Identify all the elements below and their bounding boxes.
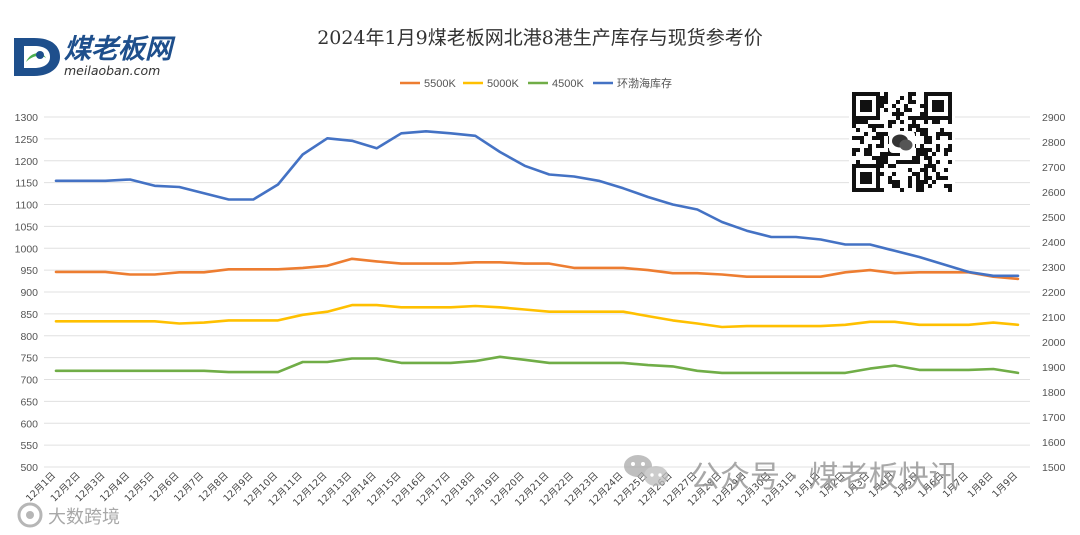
- y-right-tick-label: 2000: [1042, 337, 1066, 349]
- y-right-tick-label: 1800: [1042, 387, 1066, 399]
- y-right-tick-label: 2900: [1042, 112, 1066, 124]
- corner-watermark-text: 大数跨境: [48, 507, 120, 528]
- y-right-tick-label: 2400: [1042, 237, 1066, 249]
- wechat-watermark: 公众号 · 煤老板快讯: [624, 455, 959, 495]
- y-left-tick-label: 1200: [15, 156, 39, 168]
- y-right-tick-label: 2200: [1042, 287, 1066, 299]
- legend-label: 环渤海库存: [617, 76, 672, 90]
- y-left-tick-label: 800: [20, 331, 38, 343]
- y-left-tick-label: 500: [20, 462, 38, 474]
- wechat-watermark-text: 公众号 · 煤老板快讯: [690, 460, 959, 495]
- y-left-tick-label: 550: [20, 440, 38, 452]
- y-left-tick-label: 1150: [15, 178, 38, 190]
- y-right-tick-label: 2800: [1042, 137, 1066, 149]
- y-right-tick-label: 1600: [1042, 437, 1066, 449]
- logo-d-icon: [14, 38, 60, 76]
- y-left-tick-label: 650: [20, 396, 38, 408]
- qr-code: [849, 89, 955, 195]
- legend-label: 4500K: [552, 78, 584, 90]
- logo: 煤老板网 meilaoban.com: [14, 34, 176, 78]
- y-right-tick-label: 2700: [1042, 162, 1066, 174]
- wechat-icon: [624, 455, 668, 486]
- y-left-tick-label: 600: [20, 418, 38, 430]
- y-left-tick-label: 900: [20, 287, 38, 299]
- chart-title: 2024年1月9煤老板网北港8港生产库存与现货参考价: [317, 27, 763, 49]
- y-right-tick-label: 1900: [1042, 362, 1066, 374]
- y-right-tick-label: 2500: [1042, 212, 1066, 224]
- x-tick-label: 1月8日: [966, 470, 996, 500]
- qr-finder-core: [860, 100, 872, 112]
- y-right-tick-label: 1500: [1042, 462, 1066, 474]
- y-left-tick-label: 750: [20, 353, 38, 365]
- y-right-tick-label: 1700: [1042, 412, 1066, 424]
- y-right-tick-label: 2600: [1042, 187, 1066, 199]
- series-line-5500K: [54, 257, 1020, 281]
- qr-finder-core: [932, 100, 944, 112]
- y-left-tick-label: 1300: [15, 112, 39, 124]
- y-left-tick-label: 1100: [15, 200, 38, 212]
- y-axis-right: 1500 1600 1700 1800 1900 2000 2100 2200 2300 2400…: [1042, 112, 1066, 474]
- series-line-环渤海库存: [54, 130, 1020, 278]
- series-lines: [54, 130, 1020, 375]
- y-left-tick-label: 1050: [15, 221, 39, 233]
- y-left-tick-label: 700: [20, 375, 38, 387]
- series-line-5000K: [54, 303, 1020, 329]
- y-right-tick-label: 2100: [1042, 312, 1066, 324]
- corner-logo-icon: [17, 502, 43, 528]
- logo-url: meilaoban.com: [64, 63, 160, 78]
- y-left-tick-label: 1000: [15, 243, 39, 255]
- qr-wechat-icon-2: [899, 139, 913, 151]
- y-axis-left: 500 550 600 650 700 750 800 850 900 950 1000 1050 11…: [15, 112, 39, 474]
- legend-label: 5500K: [424, 78, 456, 90]
- logo-name: 煤老板网: [64, 34, 176, 65]
- qr-finder-core: [860, 172, 872, 184]
- y-left-tick-label: 950: [20, 265, 38, 277]
- legend: 5500K 5000K 4500K 环渤海库存: [400, 76, 672, 90]
- y-right-tick-label: 2300: [1042, 262, 1066, 274]
- y-left-tick-label: 1250: [15, 134, 39, 146]
- series-line-4500K: [54, 355, 1020, 375]
- x-tick-label: 1月9日: [990, 470, 1020, 500]
- legend-label: 5000K: [487, 78, 519, 90]
- corner-watermark: 大数跨境: [17, 502, 120, 528]
- y-left-tick-label: 850: [20, 309, 38, 321]
